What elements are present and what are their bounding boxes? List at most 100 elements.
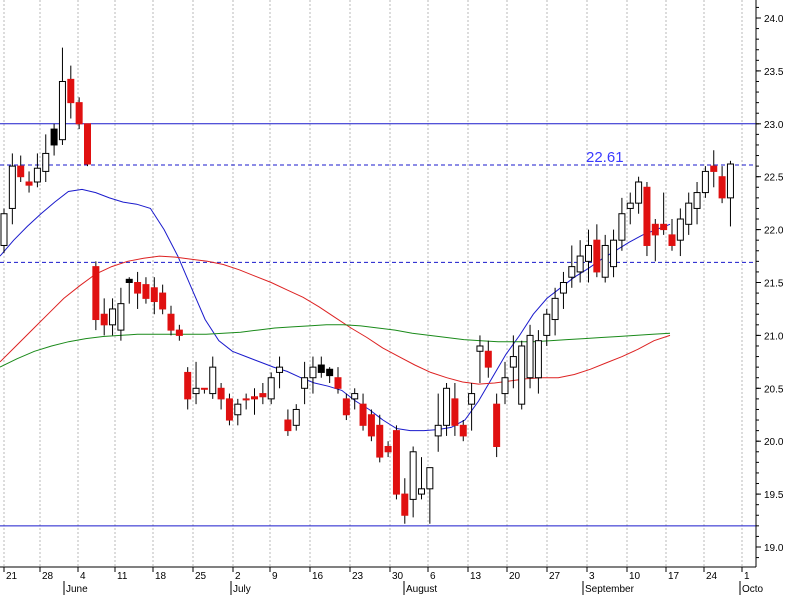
candle-body — [209, 366, 217, 395]
candle-body — [75, 102, 83, 125]
candle — [42, 134, 50, 182]
candle — [509, 335, 517, 389]
candle-body — [251, 396, 258, 400]
candle — [84, 123, 91, 167]
candle-body — [401, 493, 409, 516]
candle-body — [651, 223, 659, 236]
candle — [184, 367, 192, 410]
candle — [75, 97, 83, 130]
candle-body — [142, 284, 150, 299]
candle — [50, 123, 58, 156]
y-tick-label: 20.5 — [764, 384, 784, 395]
candle-body — [484, 350, 492, 368]
candle — [284, 409, 292, 436]
y-tick-label: 22.5 — [764, 173, 784, 184]
candle — [292, 404, 300, 431]
candle — [225, 393, 233, 426]
candle — [593, 224, 601, 278]
candle-body — [359, 403, 367, 426]
candle-body — [610, 239, 618, 268]
candle — [443, 383, 451, 436]
candle — [392, 425, 400, 500]
candle — [635, 176, 643, 214]
candle-body — [701, 170, 709, 194]
candle-body — [0, 213, 8, 246]
candle — [217, 383, 225, 410]
y-tick-label: 19.5 — [764, 490, 784, 501]
candle-body — [309, 366, 317, 379]
candle — [58, 47, 66, 145]
candle — [242, 393, 250, 410]
candle — [559, 271, 567, 309]
candle — [125, 277, 133, 304]
candle-body — [593, 239, 601, 273]
candle-body — [159, 292, 167, 310]
candle-body — [626, 202, 634, 209]
candle-body — [676, 218, 684, 241]
candle-body — [418, 488, 425, 495]
y-tick-label: 22.0 — [764, 226, 784, 237]
candle — [476, 335, 484, 384]
candle-body — [234, 403, 242, 416]
candle — [660, 192, 668, 235]
candle-body — [643, 186, 651, 246]
candle — [501, 361, 509, 405]
month-label: Octo — [742, 584, 764, 595]
candle-body — [125, 278, 133, 283]
candle-body — [543, 313, 551, 336]
candle — [33, 153, 41, 188]
candle-body — [84, 123, 91, 165]
candle-body — [100, 313, 108, 326]
candle-body — [576, 255, 584, 273]
moving-average-line — [0, 255, 671, 385]
candle — [718, 166, 726, 204]
candle-body — [443, 387, 451, 426]
candle-body — [184, 371, 192, 400]
candle-body — [242, 398, 250, 401]
candle-body — [109, 308, 117, 326]
x-tick-label: 23 — [352, 571, 364, 582]
candle — [317, 356, 325, 378]
moving-average-line — [0, 324, 671, 368]
candle — [309, 356, 317, 394]
candle — [25, 171, 33, 193]
candle-body — [92, 266, 100, 321]
candle-body — [117, 303, 125, 331]
candle-body — [334, 377, 342, 389]
candle — [209, 356, 217, 399]
y-tick-label: 23.5 — [764, 67, 784, 78]
candle-body — [50, 128, 58, 146]
candle-body — [559, 282, 567, 294]
candle-body — [660, 223, 668, 231]
x-tick-label: 13 — [470, 571, 482, 582]
candle — [551, 287, 559, 336]
candle-body — [392, 430, 400, 495]
candle-body — [384, 445, 392, 453]
candle-body — [284, 419, 292, 432]
candle — [351, 388, 359, 410]
candle-body — [276, 366, 284, 373]
candle — [259, 383, 267, 405]
candle-body — [635, 181, 643, 204]
candle-body — [585, 244, 592, 262]
candle-body — [33, 167, 41, 183]
y-tick-label: 23.0 — [764, 120, 784, 131]
candle — [17, 155, 25, 182]
candle — [67, 65, 75, 119]
candle — [618, 197, 626, 251]
candle — [643, 181, 651, 257]
candle — [267, 372, 275, 405]
x-tick-label: 17 — [668, 571, 680, 582]
candle-body — [459, 424, 467, 437]
x-tick-label: 11 — [117, 571, 128, 582]
candle-body — [301, 377, 309, 389]
candle-body — [367, 414, 375, 437]
candle — [0, 208, 8, 253]
candle — [92, 261, 100, 331]
x-tick-label: 20 — [509, 571, 521, 582]
candle — [367, 409, 375, 442]
candle-body — [317, 364, 325, 373]
candle-body — [8, 165, 16, 209]
candle-body — [217, 387, 225, 400]
x-tick-label: 1 — [744, 571, 750, 582]
